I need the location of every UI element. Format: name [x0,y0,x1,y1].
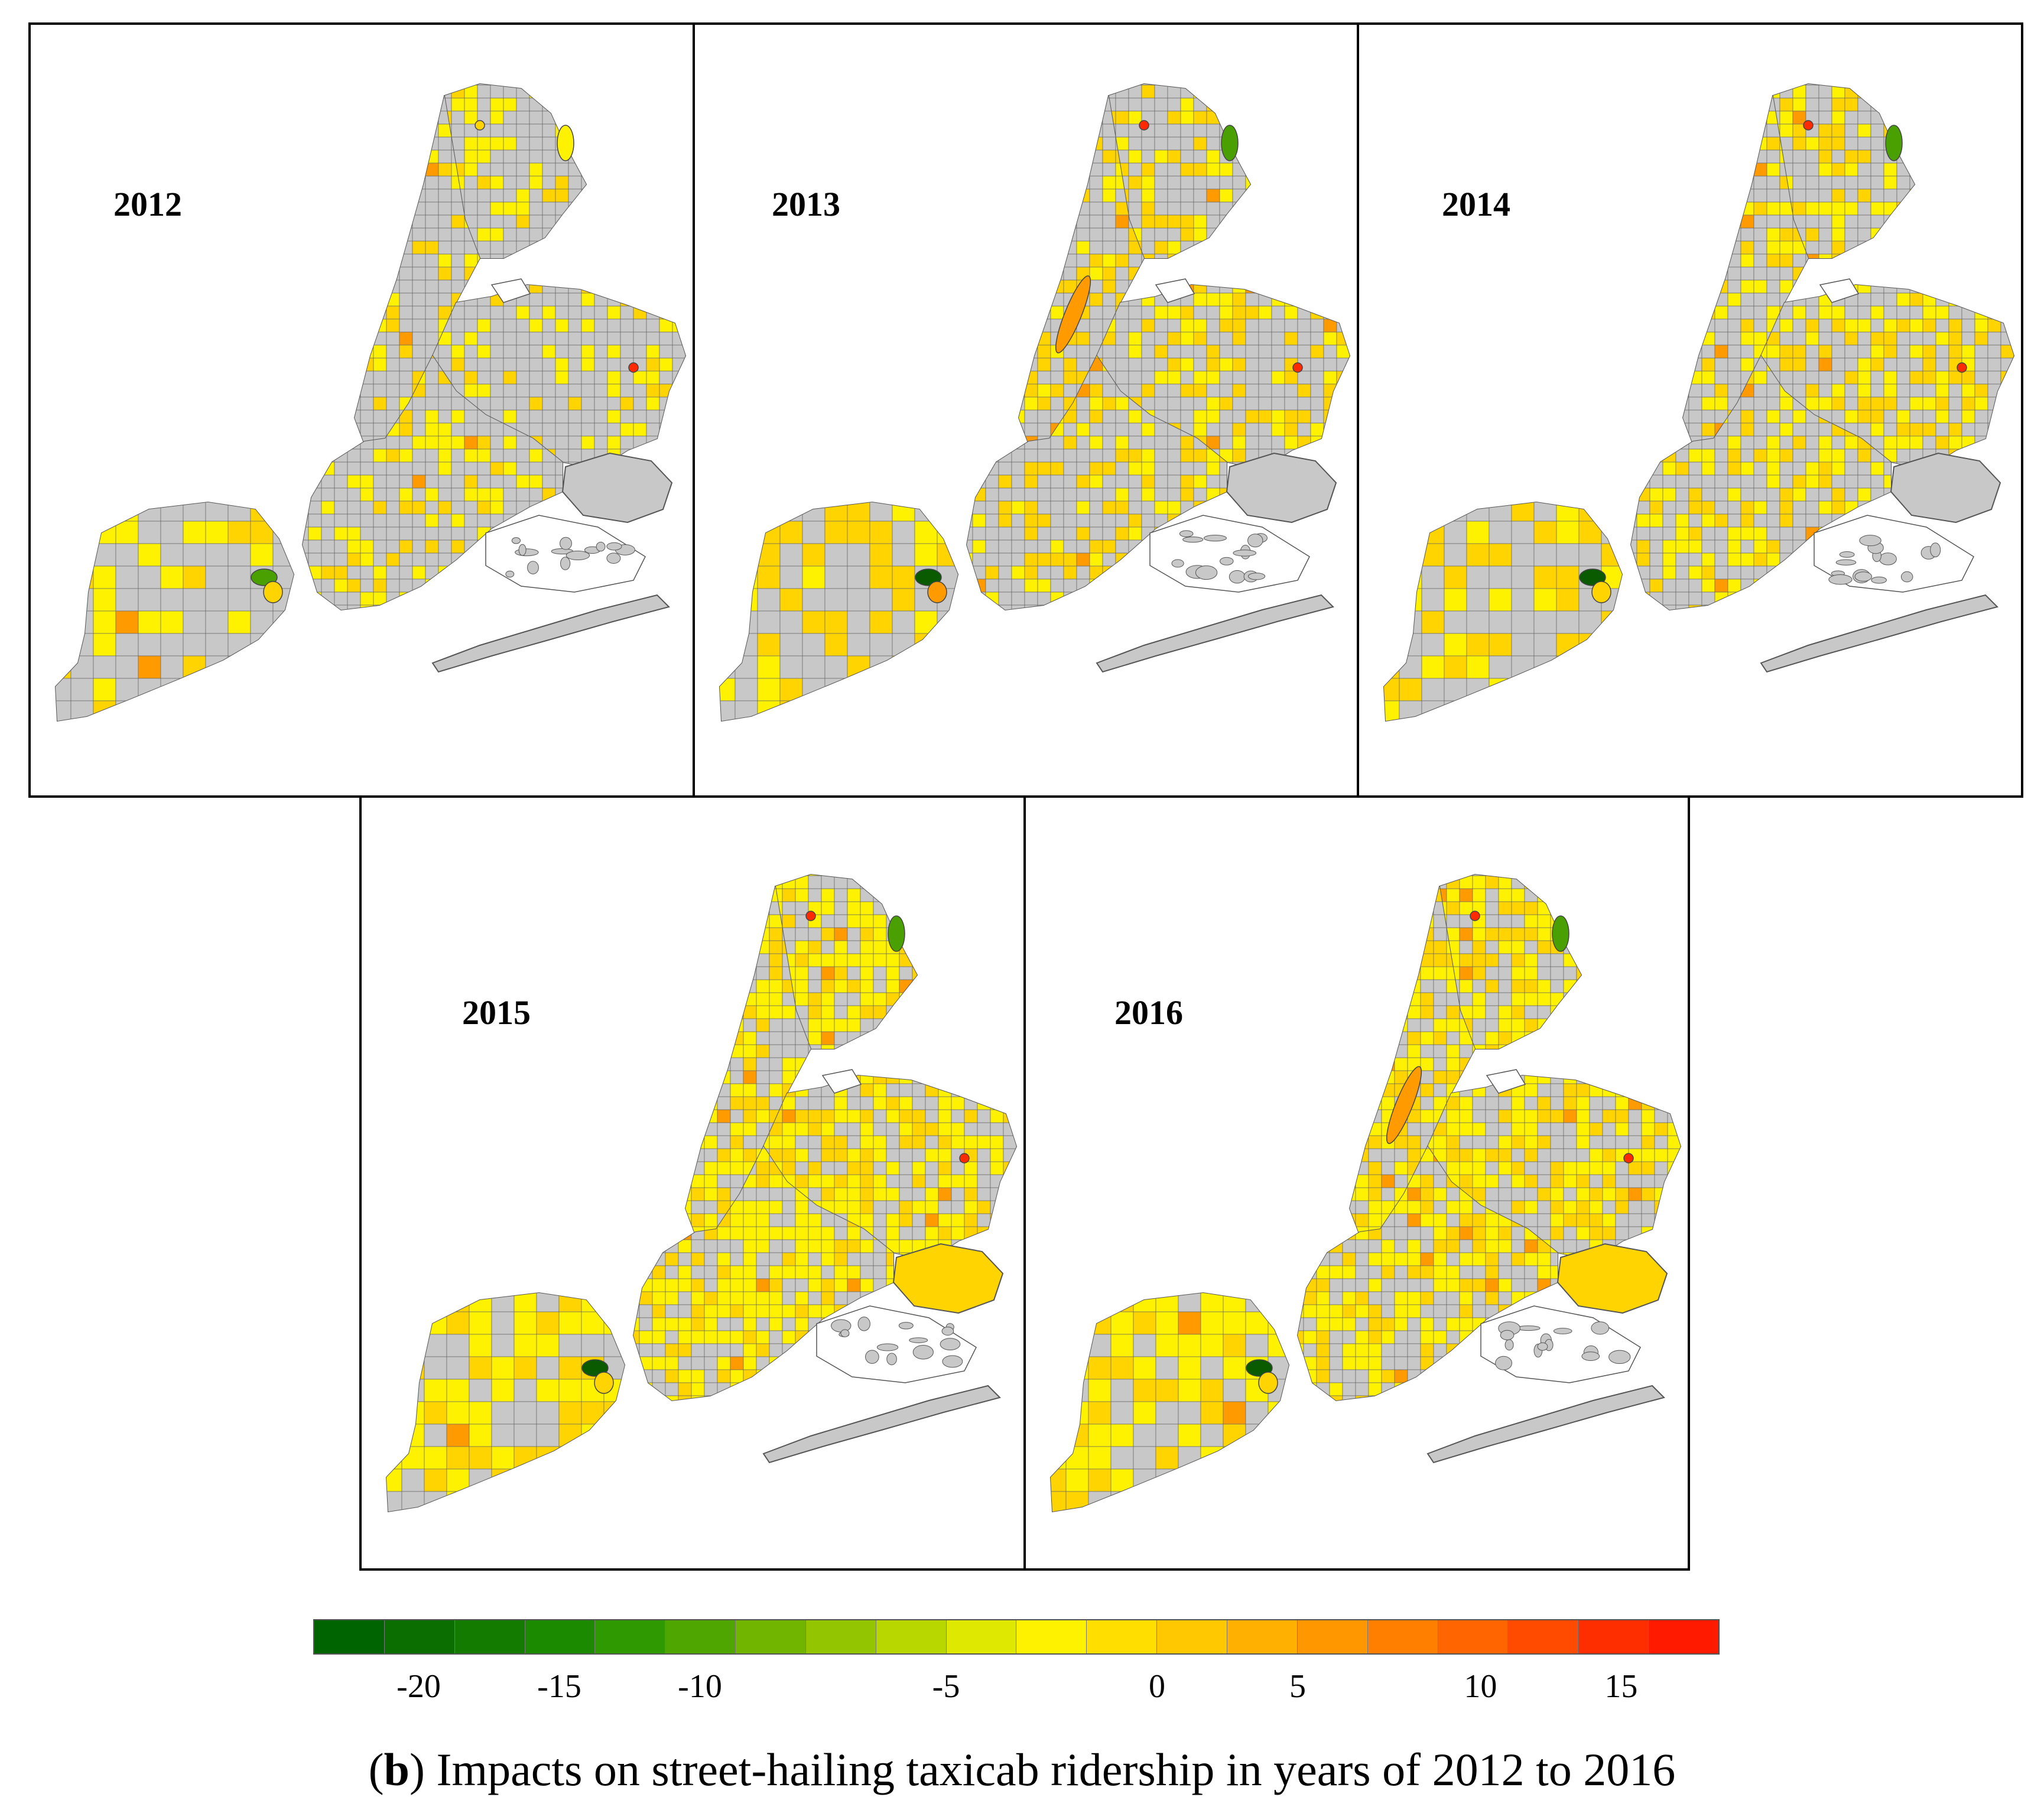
highlight-tract-red-queens [1623,1153,1634,1164]
highlight-tract-red-bronx [1139,120,1149,131]
highlight-tract-orange [263,581,283,603]
caption-letter: b [384,1744,410,1795]
legend-swatch [805,1620,876,1653]
legend-tick-label: 0 [1149,1668,1165,1705]
highlight-tract-red-bronx [1470,911,1480,921]
legend-swatch [595,1620,666,1653]
nyc-choropleth-map [1049,873,1682,1513]
year-label: 2016 [1114,993,1183,1032]
nyc-choropleth-map [1383,83,2015,722]
highlight-tract-green-bronx [1885,125,1903,161]
legend-swatch [1438,1620,1509,1653]
legend-swatch [946,1620,1017,1653]
nyc-choropleth-map [719,83,1351,722]
highlight-tract-red-queens [1957,362,1967,373]
rockaway-peninsula [1426,1385,1665,1464]
legend-swatch [384,1620,455,1653]
highlight-tract-red-bronx [1803,120,1814,131]
highlight-tract-green-bronx [1221,125,1239,161]
rockaway-peninsula [1760,594,1998,673]
rockaway-peninsula [762,1385,1001,1464]
legend-tick-label: -10 [678,1668,722,1705]
highlight-tract-green-bronx [557,125,574,161]
year-label: 2012 [113,184,182,224]
legend-swatch [1297,1620,1368,1653]
color-legend-bar [313,1619,1720,1655]
highlight-tract-red-bronx [805,911,816,921]
jfk-airport [561,452,673,524]
jfk-airport [1890,452,2001,524]
map-panel-2016: 2016 [1023,795,1690,1571]
legend-swatch [1578,1620,1649,1653]
legend-swatch [1227,1620,1298,1653]
year-label: 2014 [1442,184,1510,224]
highlight-tract-red-queens [959,1153,970,1164]
jfk-airport [1226,452,1337,524]
legend-tick-label: -15 [537,1668,581,1705]
legend-swatch [454,1620,525,1653]
nyc-choropleth-map [54,83,687,722]
highlight-tract-orange [927,581,947,603]
year-label: 2013 [772,184,840,224]
map-panel-2012: 2012 [28,22,695,798]
central-park-tract [1055,275,1091,353]
legend-swatch [1367,1620,1438,1653]
caption-text: ) Impacts on street-hailing taxicab ride… [410,1744,1675,1795]
census-tracts-statenisland [1051,1293,1289,1512]
jamaica-bay [1480,1305,1641,1383]
map-panel-2013: 2013 [693,22,1359,798]
legend-swatch [665,1620,736,1653]
year-label: 2015 [462,993,531,1032]
figure-caption: (b) Impacts on street-hailing taxicab ri… [0,1743,2044,1796]
legend-swatch [314,1620,385,1653]
nyc-choropleth-map [385,873,1018,1513]
legend-tick-label: 15 [1604,1668,1637,1705]
highlight-tract-orange [594,1372,614,1394]
legend-swatch [1649,1620,1718,1653]
legend-swatch [1157,1620,1227,1653]
highlight-tract-red-queens [1292,362,1303,373]
legend-swatch [736,1620,806,1653]
legend-swatch [1508,1620,1579,1653]
map-panel-2015: 2015 [359,795,1026,1571]
jfk-airport [892,1243,1004,1314]
legend-tick-label: -5 [932,1668,960,1705]
legend-tick-label: -20 [397,1668,441,1705]
legend-swatch [1087,1620,1158,1653]
central-park-tract [1386,1066,1422,1144]
highlight-tract-green-bronx [888,915,905,952]
legend-tick-label: 5 [1289,1668,1306,1705]
jamaica-bay [1149,515,1310,593]
caption-open: ( [369,1744,384,1795]
legend-swatch [1016,1620,1087,1653]
jamaica-bay [816,1305,977,1383]
legend-swatch [876,1620,947,1653]
highlight-tract-orange [1591,581,1611,603]
rockaway-peninsula [431,594,670,673]
map-panel-2014: 2014 [1357,22,2023,798]
legend-tick-label: 10 [1464,1668,1497,1705]
rockaway-peninsula [1096,594,1334,673]
highlight-tract-orange [1258,1372,1278,1394]
jfk-airport [1556,1243,1668,1314]
highlight-tract-red-queens [628,362,639,373]
legend-swatch [525,1620,596,1653]
highlight-tract-red-bronx [475,120,485,131]
highlight-tract-green-bronx [1552,915,1569,952]
